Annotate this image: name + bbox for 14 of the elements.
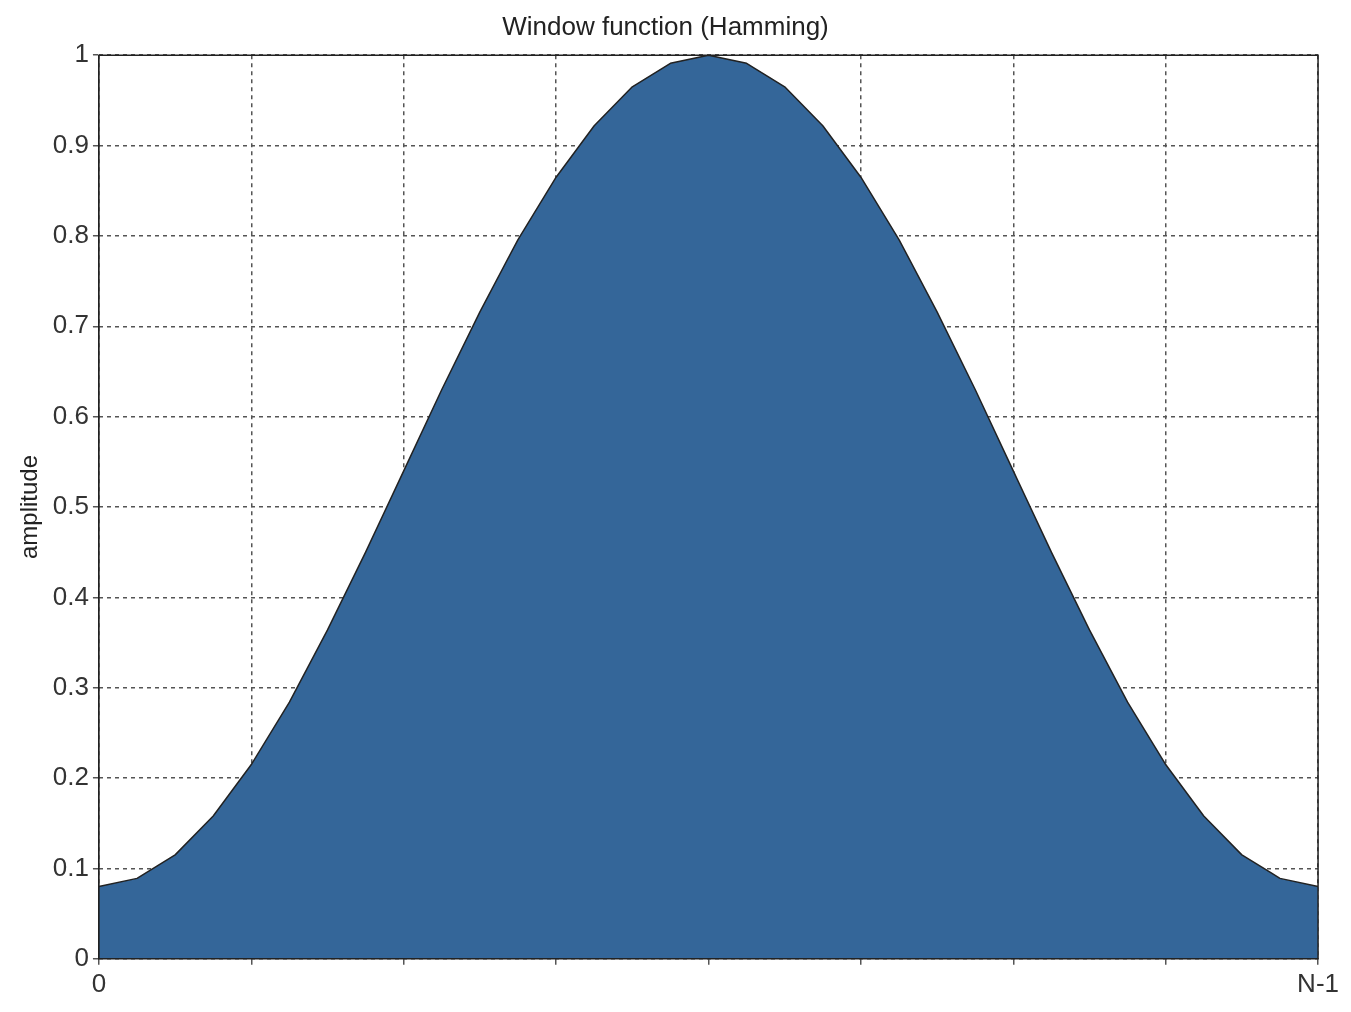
y-tick-label: 0.5 bbox=[52, 490, 89, 521]
y-tick-label: 0.7 bbox=[52, 309, 89, 340]
chart-title: Window function (Hamming) bbox=[502, 10, 829, 41]
y-tick-label: 0.1 bbox=[52, 851, 89, 882]
y-tick-label: 0.4 bbox=[52, 580, 89, 611]
y-axis-title: amplitude bbox=[15, 454, 43, 560]
y-tick-label: 1 bbox=[74, 38, 89, 69]
y-tick-label: 0.2 bbox=[52, 761, 89, 792]
y-tick-label: 0.9 bbox=[52, 128, 89, 159]
y-tick-label: 0.6 bbox=[52, 399, 89, 430]
y-tick-label: 0 bbox=[74, 941, 89, 972]
x-tick-label: N-1 bbox=[1297, 967, 1340, 998]
y-tick-label: 0.3 bbox=[52, 670, 89, 701]
y-tick-label: 0.8 bbox=[52, 219, 89, 250]
